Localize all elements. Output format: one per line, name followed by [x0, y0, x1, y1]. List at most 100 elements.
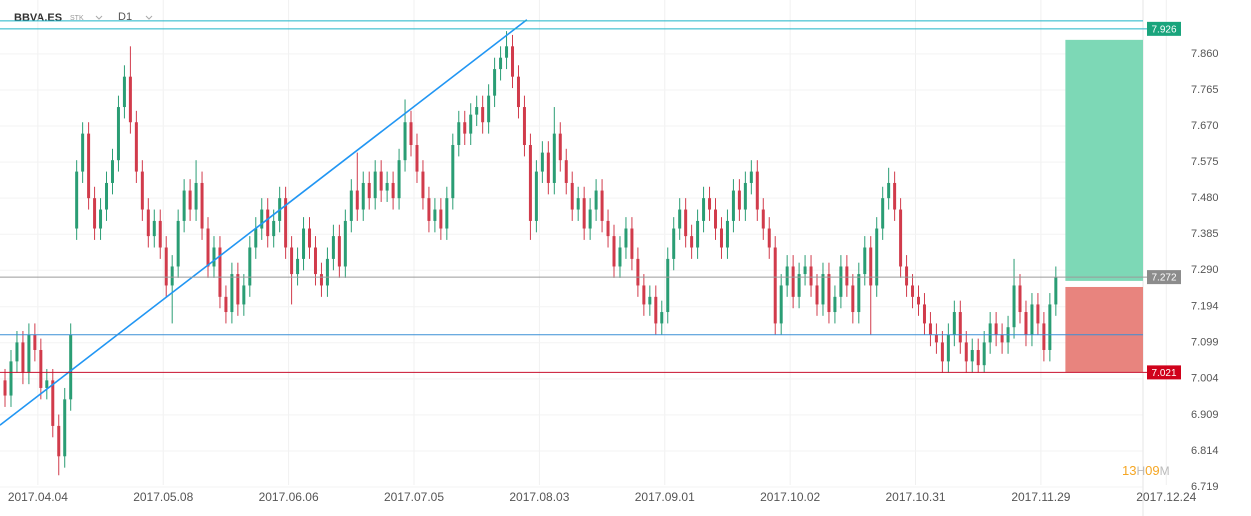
trend-line — [0, 19, 528, 426]
candle-body — [1024, 312, 1028, 335]
candle-body — [308, 228, 312, 248]
x-tick-label: 2017.10.02 — [760, 490, 820, 504]
position-zone — [1065, 39, 1143, 281]
price-tag — [1147, 21, 1181, 36]
candle-body — [469, 114, 473, 134]
candle-body — [302, 228, 306, 259]
candle-body — [731, 190, 735, 221]
candle-body — [964, 342, 968, 362]
candle-body — [899, 209, 903, 267]
candle-body — [660, 312, 664, 324]
candle-body — [21, 342, 25, 373]
timeframe[interactable]: D1 — [118, 11, 132, 23]
candle-body — [224, 296, 228, 313]
candle-body — [319, 274, 323, 286]
candle-body — [128, 76, 132, 123]
candle-body — [642, 285, 646, 305]
candle-body — [134, 122, 138, 172]
candle-body — [236, 274, 240, 305]
candle-body — [475, 107, 479, 115]
candle-body — [845, 266, 849, 286]
candle-body — [367, 182, 371, 199]
candle-body — [230, 274, 234, 313]
candle-body — [415, 145, 419, 172]
candle-body — [1054, 277, 1058, 305]
candle-body — [881, 198, 885, 229]
y-tick-label: 7.004 — [1191, 373, 1219, 385]
position-zone — [1065, 286, 1143, 373]
x-tick-label: 2017.07.05 — [384, 490, 444, 504]
price-tag — [1147, 365, 1181, 380]
candle-body — [678, 209, 682, 229]
candle-body — [499, 57, 503, 70]
candle-body — [803, 266, 807, 275]
dropdown-icon[interactable] — [145, 15, 153, 20]
candle-body — [970, 349, 974, 362]
y-tick-label: 7.099 — [1191, 337, 1219, 349]
candle-body — [988, 323, 992, 343]
candle-body — [725, 220, 729, 248]
candle-body — [63, 399, 67, 457]
candle-body — [260, 209, 264, 229]
candle-body — [33, 334, 37, 350]
candle-body — [433, 209, 437, 221]
candle-body — [708, 198, 712, 210]
candle-body — [893, 182, 897, 210]
candle-body — [994, 323, 998, 335]
candle-body — [570, 182, 574, 210]
dropdown-icon[interactable] — [95, 15, 103, 20]
candle-body — [116, 107, 120, 161]
candle-body — [791, 266, 795, 297]
candle-body — [767, 228, 771, 248]
candle-body — [421, 171, 425, 199]
candle-body — [546, 152, 550, 183]
candle-body — [1012, 285, 1016, 328]
candle-body — [851, 285, 855, 313]
candle-body — [272, 220, 276, 237]
candle-body — [779, 285, 783, 324]
candle-body — [457, 122, 461, 146]
instrument-type: STK — [70, 15, 84, 22]
candle-body — [976, 349, 980, 366]
candle-body — [588, 209, 592, 229]
candle-body — [331, 236, 335, 259]
candle-body — [9, 361, 13, 396]
candle-body — [1030, 304, 1034, 335]
candle-body — [958, 312, 962, 343]
candle-body — [206, 228, 210, 267]
candle-body — [714, 209, 718, 229]
y-tick-label: 7.670 — [1191, 120, 1219, 132]
candle-body — [284, 198, 288, 248]
candle-body — [439, 209, 443, 229]
candle-body — [684, 209, 688, 237]
candle-body — [93, 198, 97, 229]
candle-body — [200, 182, 204, 229]
candle-body — [785, 266, 789, 286]
x-tick-label: 2017.12.24 — [1136, 490, 1196, 504]
candle-body — [528, 145, 532, 221]
y-tick-label: 7.385 — [1191, 228, 1219, 240]
candle-body — [409, 122, 413, 146]
candle-body — [373, 171, 377, 199]
candle-body — [110, 160, 114, 183]
candle-body — [582, 198, 586, 229]
candle-body — [385, 182, 389, 191]
candle-body — [451, 145, 455, 199]
y-tick-label: 7.480 — [1191, 192, 1219, 204]
candle-body — [982, 342, 986, 366]
countdown-part: 13 — [1122, 463, 1136, 478]
y-tick-label: 6.814 — [1191, 445, 1219, 457]
candle-body — [290, 247, 294, 275]
candle-body — [940, 342, 944, 362]
candle-body — [57, 425, 61, 457]
countdown: 13H09M — [1122, 463, 1170, 478]
candle-body — [51, 380, 55, 426]
candle-body — [839, 266, 843, 297]
x-tick-label: 2017.10.31 — [885, 490, 945, 504]
candle-body — [87, 133, 91, 199]
candle-body — [911, 285, 915, 297]
candle-body — [857, 274, 861, 313]
candle-body — [875, 228, 879, 286]
candle-body — [164, 247, 168, 286]
